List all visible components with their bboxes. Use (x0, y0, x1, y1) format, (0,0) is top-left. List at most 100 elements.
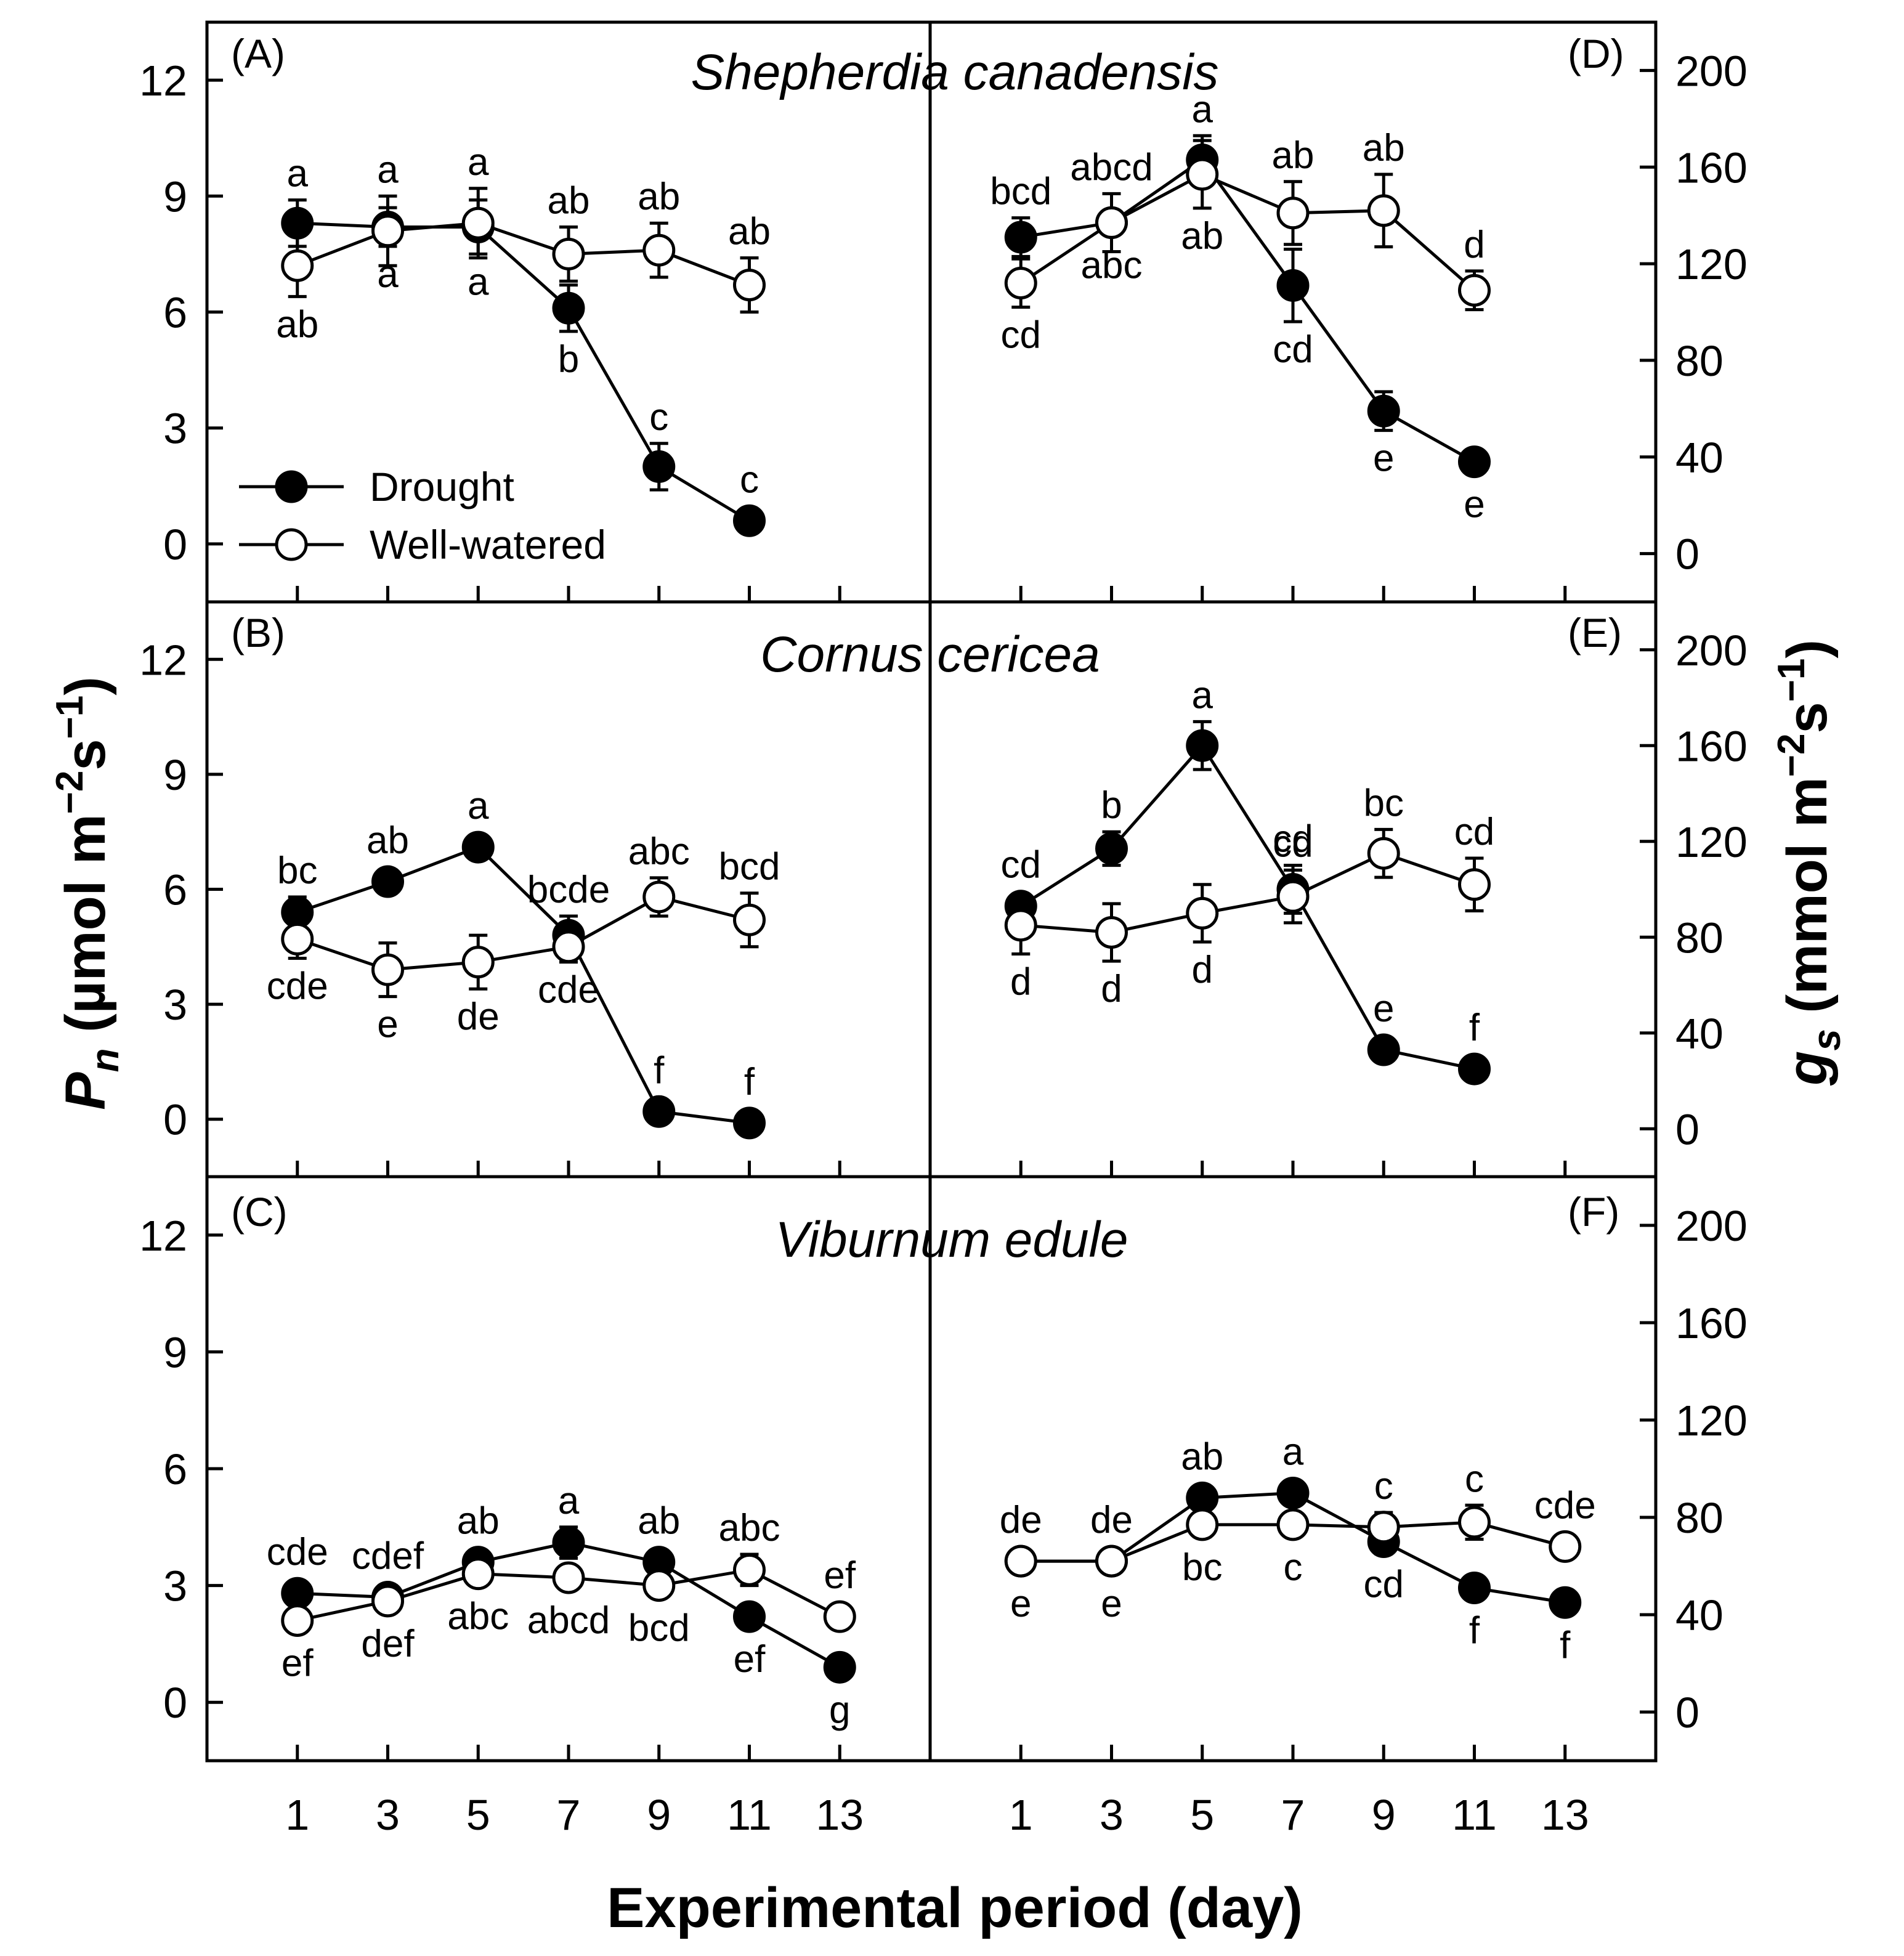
panel-c-well-watered-sig-label: bcd (628, 1607, 690, 1650)
panel-f-well-watered-point (1276, 1508, 1310, 1541)
panel-b-well-watered-point (371, 953, 404, 986)
panel-d-well-watered-sig-label: ab (1181, 215, 1223, 258)
panel-d-drought-point (1004, 221, 1037, 254)
panel-e-drought-point (1458, 1052, 1491, 1086)
legend-drought-label: Drought (370, 464, 514, 509)
panel-c-well-watered-point (461, 1557, 495, 1591)
panel-e-well-watered-sig-label: bc (1364, 782, 1404, 824)
panel-d-label: (D) (1568, 31, 1624, 76)
panel-c-well-watered-point (823, 1600, 856, 1633)
panel-f-drought-sig-label: e (1101, 1583, 1122, 1625)
panel-e-drought-sig-label: f (1469, 1007, 1480, 1049)
panel-d-drought-sig-label: e (1464, 484, 1485, 526)
gs-unit-prefix: (mmol m (1776, 777, 1839, 1029)
panel-a-drought-point (552, 291, 585, 325)
panel-d-well-watered-point (1186, 158, 1219, 191)
panel-f-drought-sig-label: f (1469, 1610, 1480, 1652)
panel-a-drought-sig-label: c (740, 458, 759, 501)
panel-e-ytick-label: 200 (1675, 627, 1748, 675)
pn-unit-suffix: ) (54, 676, 117, 696)
species-title-shepherdia: Shepherdia canadensis (691, 44, 1218, 100)
panel-e-well-watered-point (1004, 909, 1037, 942)
panel-e-well-watered-point (1095, 915, 1128, 949)
panel-c-xtick-label: 11 (727, 1791, 772, 1839)
panel-c-drought-sig-label: cde (267, 1531, 328, 1573)
panel-e-ytick-label: 160 (1675, 722, 1748, 770)
panel-c-well-watered-sig-label: def (361, 1623, 415, 1665)
panel-e-drought-point (1186, 729, 1219, 762)
panel-a-ytick-label: 6 (163, 289, 187, 337)
panel-c-well-watered-sig-label: ef (824, 1554, 856, 1597)
panel-b-well-watered-point (552, 930, 585, 964)
panel-b-well-watered-point (733, 903, 766, 936)
panel-f-xtick-label: 9 (1372, 1791, 1396, 1839)
panel-b-drought-sig-label: bc (277, 850, 317, 892)
panel-b-drought-point (281, 896, 314, 929)
panel-e-ytick-label: 0 (1675, 1105, 1699, 1153)
panel-e-drought-sig-label: cd (1273, 818, 1313, 861)
panel-e-drought-sig-label: cd (1001, 844, 1041, 887)
panel-d-well-watered-sig-label: d (1464, 224, 1485, 266)
panel-f-well-watered-point (1458, 1506, 1491, 1539)
panel-f-drought-sig-label: f (1560, 1624, 1571, 1666)
panel-c-well-watered-sig-label: abc (719, 1507, 780, 1549)
panel-d-drought-sig-label: bcd (990, 171, 1051, 213)
panel-b-drought-sig-label: f (744, 1061, 755, 1103)
panel-b-drought-sig-label: ab (367, 819, 409, 862)
legend-drought-marker (275, 470, 308, 503)
panel-b-well-watered-point (281, 922, 314, 956)
panel-b-ytick-label: 0 (163, 1096, 187, 1144)
panel-c-drought-point (823, 1650, 856, 1684)
panel-e-well-watered-point (1186, 896, 1219, 930)
panel-f-well-watered-point (1367, 1511, 1400, 1544)
panel-c-well-watered-sig-label: abc (447, 1596, 509, 1638)
panel-c-drought-sig-label: a (558, 1480, 580, 1522)
panel-f-ytick-label: 40 (1675, 1591, 1724, 1639)
panel-e-label: (E) (1568, 610, 1622, 655)
species-title-cornus: Cornus cericea (760, 627, 1100, 683)
panel-f-label: (F) (1568, 1189, 1619, 1235)
panel-f-xtick-label: 1 (1009, 1791, 1033, 1839)
panel-a-drought-line (297, 221, 750, 522)
panel-c-drought-point (733, 1600, 766, 1633)
panel-c-xtick-label: 1 (285, 1791, 309, 1839)
panel-e-well-watered-point (1367, 837, 1400, 870)
panel-f-drought-sig-label: a (1282, 1431, 1304, 1474)
panel-b-well-watered-point (642, 880, 676, 914)
panel-a-well-watered-point (461, 206, 495, 240)
pn-subscript: n (83, 1048, 127, 1072)
panel-e-well-watered-sig-label: cd (1454, 811, 1494, 853)
x-axis-title: Experimental period (day) (607, 1877, 1303, 1939)
panel-d-drought-point (1367, 394, 1400, 428)
panel-f-well-watered-sig-label: c (1374, 1465, 1393, 1508)
panel-c-drought-point (552, 1526, 585, 1559)
panel-f-xtick-label: 13 (1541, 1791, 1589, 1839)
panel-d-ytick-label: 40 (1675, 434, 1724, 482)
panel-c-drought-sig-label: ef (734, 1638, 766, 1681)
panel-e-ytick-label: 40 (1675, 1010, 1724, 1058)
panel-b-well-watered-sig-label: cde (267, 965, 328, 1007)
panel-a-well-watered-sig-label: ab (728, 211, 771, 253)
panel-c-drought-sig-label: ab (638, 1500, 680, 1543)
panel-e-well-watered-sig-label: cd (1273, 822, 1313, 865)
panel-c-xtick-label: 3 (376, 1791, 400, 1839)
panel-f-drought-point (1186, 1481, 1219, 1514)
panel-b-drought-sig-label: bcde (527, 869, 610, 911)
panel-c-well-watered-point (642, 1569, 676, 1602)
panel-c-well-watered-sig-label: abcd (527, 1599, 610, 1642)
pn-symbol: P (54, 1072, 117, 1110)
panel-b-ytick-label: 3 (163, 981, 187, 1029)
gs-unit-sup1: −2 (1770, 734, 1813, 777)
panel-b-well-watered-sig-label: e (377, 1004, 398, 1046)
panel-f-drought-point (1276, 1477, 1310, 1509)
panel-c-ytick-label: 3 (163, 1562, 187, 1610)
panel-e-well-watered-sig-label: d (1010, 960, 1031, 1003)
panel-c-ytick-label: 9 (163, 1328, 187, 1376)
panel-d-well-watered-sig-label: ab (1272, 134, 1315, 177)
panel-c-well-watered-point (371, 1585, 404, 1618)
panel-c-well-watered-point (733, 1553, 766, 1586)
panel-a-label: (A) (231, 31, 285, 76)
panel-c-well-watered-sig-label: ef (282, 1642, 314, 1684)
panel-a-ytick-label: 0 (163, 521, 187, 569)
